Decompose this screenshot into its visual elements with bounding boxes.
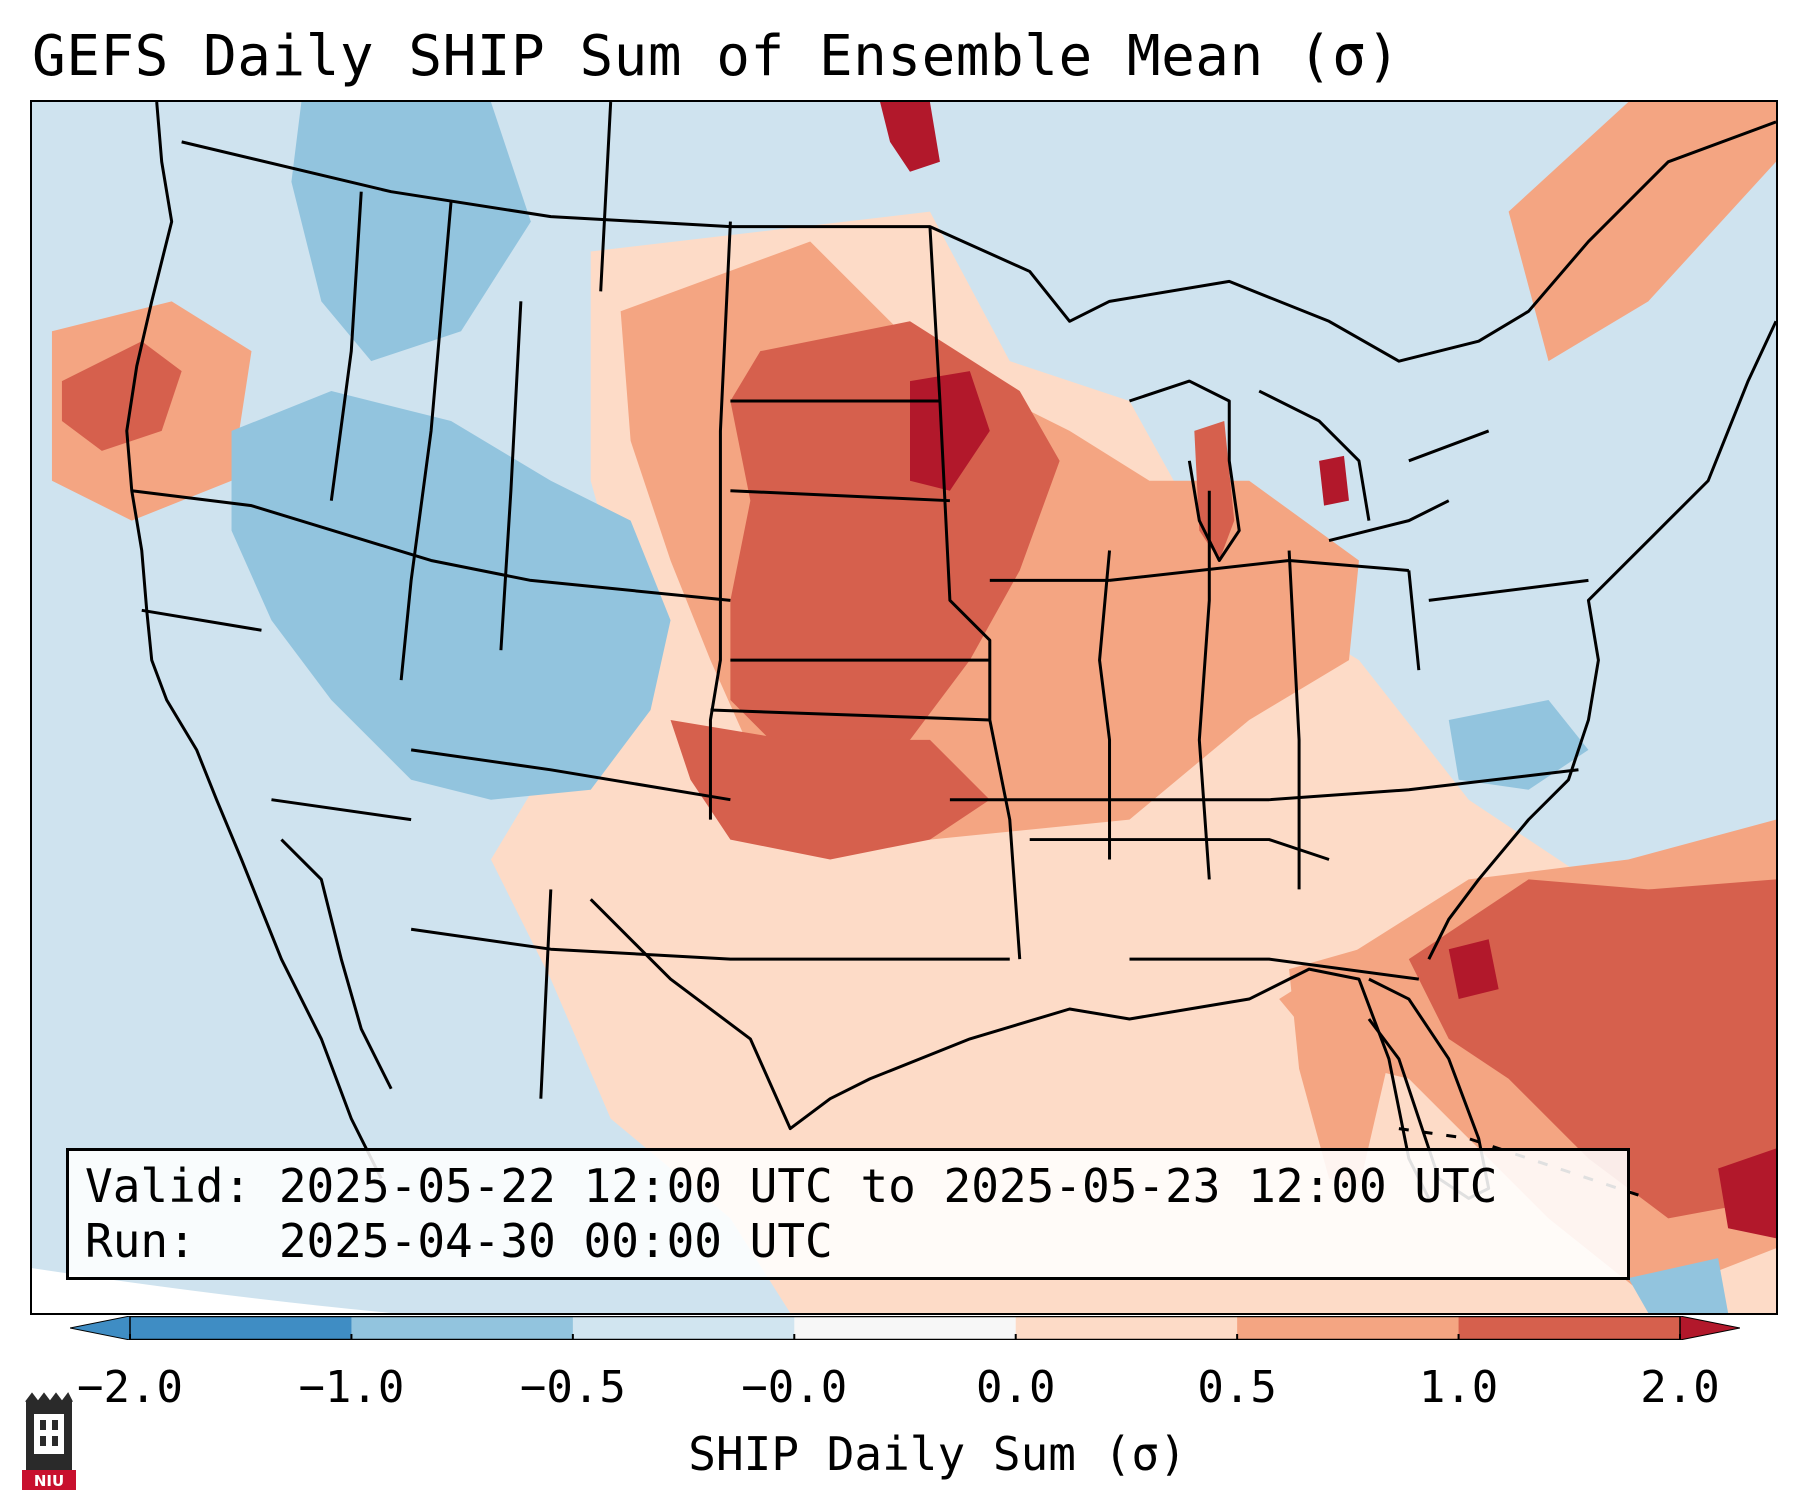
field-cool-northern-rockies [291,102,531,362]
colorbar-bin [1237,1316,1460,1340]
colorbar-bin [794,1316,1017,1340]
valid-time-text: Valid: 2025-05-22 12:00 UTC to 2025-05-2… [85,1159,1498,1213]
field-cool-lower-right [1628,1258,1729,1313]
colorbar-tick-label: 0.0 [975,1362,1056,1413]
map-panel [30,100,1778,1315]
great-lakes-outline [1129,379,1490,562]
map-canvas [32,102,1776,1313]
colorbar-outline [129,1316,1681,1340]
baja-outline [280,838,393,1090]
niu-logo-icon: NIU [22,1392,76,1490]
niu-logo-text: NIU [34,1472,64,1490]
run-time-text: Run: 2025-04-30 00:00 UTC [85,1214,833,1268]
field-strong-warm-southern-plains [670,719,990,860]
colorbar-tick-label: 1.0 [1418,1362,1499,1413]
colorbar-bin [1458,1316,1681,1340]
colorbar-bin [351,1316,574,1340]
field-extreme-warm-caribbean [1718,1148,1776,1239]
us-canada-border [181,120,1776,363]
colorbar-tick-label: −0.0 [741,1362,848,1413]
colorbar-extend-low [70,1316,131,1340]
gulf-coast-outline [589,898,1431,1200]
field-extreme-warm-ga-coast [1448,939,1499,1000]
west-coast-outline [125,102,383,1180]
domain-edge-lower-left [32,1268,392,1313]
colorbar-extend-high [1679,1316,1740,1340]
colorbar-tick-label: 2.0 [1640,1362,1720,1413]
field-strong-warm-pacific-nw [61,341,182,451]
map-title: GEFS Daily SHIP Sum of Ensemble Mean (σ) [32,24,1401,89]
colorbar-bin [1015,1316,1238,1340]
colorbar [70,1316,1740,1340]
colorbar-bin [572,1316,795,1340]
field-cool-great-basin [231,391,671,800]
field-strong-warm-lake-michigan [1194,420,1235,561]
anomaly-fields [51,102,1776,1313]
field-strong-warm-gulf-coast-fl [1289,949,1389,1189]
colorbar-tick-label: 0.5 [1197,1362,1277,1413]
state-lines-horizontal [131,399,1589,981]
colorbar-tick-label: −1.0 [298,1362,405,1413]
colorbar-tick-label: −0.5 [519,1362,626,1413]
colorbar-tick-labels: −2.0 −1.0 −0.5 −0.0 0.0 0.5 1.0 2.0 [0,1362,1803,1418]
colorbar-tick-label: −2.0 [77,1362,183,1413]
state-lines-vertical [329,102,1421,1099]
field-strong-warm-atlantic [1408,879,1776,1219]
field-extreme-warm-north [880,102,940,172]
colorbar-bin [130,1316,352,1340]
field-extreme-warm-michigan [1319,455,1349,506]
valid-run-info-box: Valid: 2025-05-22 12:00 UTC to 2025-05-2… [66,1148,1630,1280]
field-cool-carolinas [1448,700,1589,790]
east-coast-outline [1427,320,1776,960]
colorbar-label: SHIP Daily Sum (σ) [688,1427,1187,1481]
field-medium-warm-northeast-top [1508,102,1776,362]
